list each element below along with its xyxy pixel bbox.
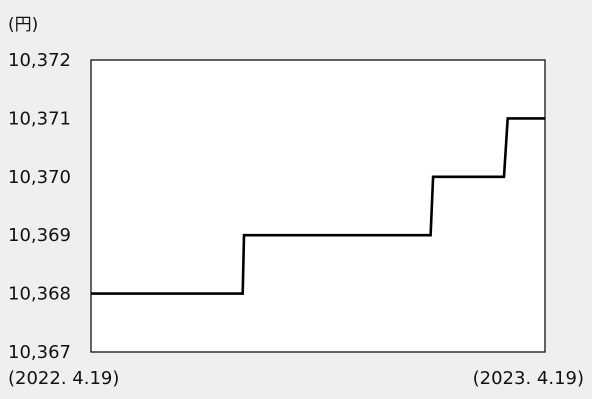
y-tick-label: 10,368	[8, 284, 71, 305]
x-tick-labels: (2022. 4.19) (2023. 4.19)	[8, 368, 584, 389]
y-tick-label: 10,367	[8, 342, 71, 363]
y-tick-labels: 10,367 10,368 10,369 10,370 10,371 10,372	[8, 50, 71, 363]
y-axis-unit-label: (円)	[8, 15, 38, 35]
y-tick-label: 10,372	[8, 50, 71, 71]
y-tick-label: 10,370	[8, 167, 71, 188]
x-tick-label-start: (2022. 4.19)	[8, 368, 119, 389]
series-line	[91, 117, 545, 295]
y-tick-label: 10,369	[8, 225, 71, 246]
x-tick-label-end: (2023. 4.19)	[473, 368, 584, 389]
plot-area	[90, 59, 546, 353]
y-tick-label: 10,371	[8, 108, 71, 129]
